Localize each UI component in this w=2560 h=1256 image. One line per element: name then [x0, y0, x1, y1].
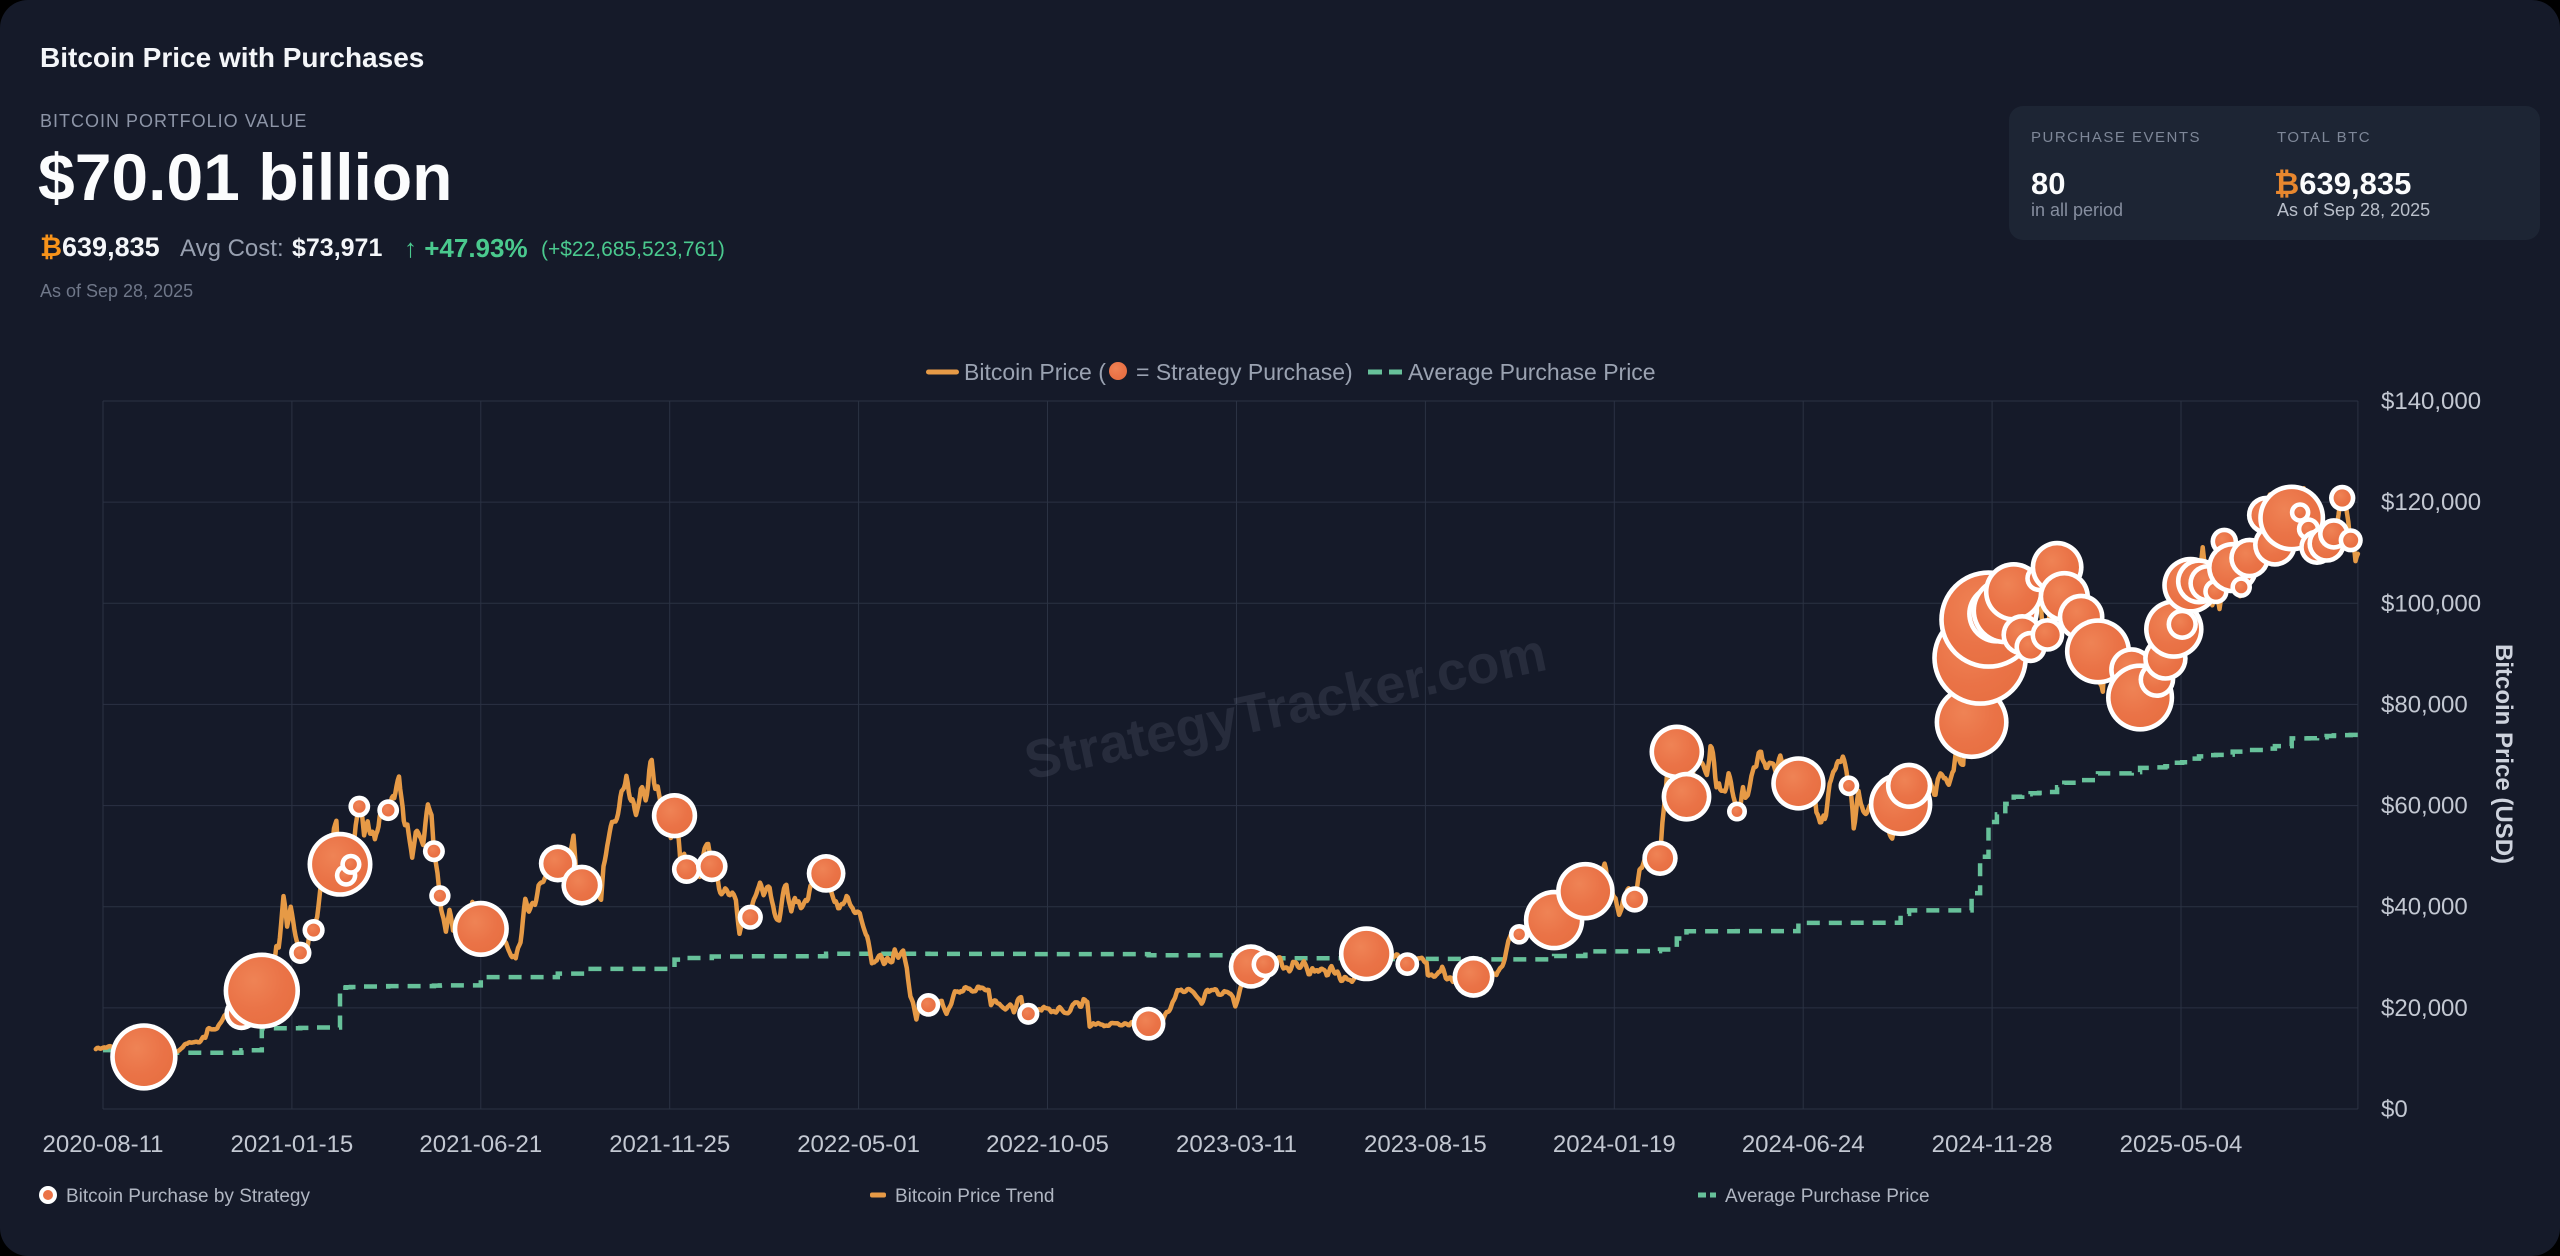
svg-text:2022-10-05: 2022-10-05 [986, 1131, 1109, 1158]
svg-text:$120,000: $120,000 [2381, 489, 2481, 516]
svg-text:Average Purchase Price: Average Purchase Price [1725, 1186, 1930, 1207]
svg-text:2024-11-28: 2024-11-28 [1932, 1131, 2053, 1158]
svg-text:$60,000: $60,000 [2381, 793, 2468, 820]
svg-text:Bitcoin Price Trend: Bitcoin Price Trend [895, 1186, 1054, 1207]
svg-text:2023-03-11: 2023-03-11 [1176, 1131, 1297, 1158]
svg-text:Bitcoin Price (: Bitcoin Price ( [964, 359, 1106, 385]
svg-text:$40,000: $40,000 [2381, 894, 2468, 921]
svg-text:= Strategy Purchase): = Strategy Purchase) [1136, 359, 1353, 385]
svg-text:Average Purchase Price: Average Purchase Price [1408, 359, 1656, 385]
svg-text:2023-08-15: 2023-08-15 [1364, 1131, 1487, 1158]
svg-text:2021-11-25: 2021-11-25 [609, 1131, 730, 1158]
svg-text:2024-01-19: 2024-01-19 [1553, 1131, 1676, 1158]
svg-text:Bitcoin Price (USD): Bitcoin Price (USD) [2490, 644, 2517, 864]
svg-text:2021-06-21: 2021-06-21 [419, 1131, 542, 1158]
svg-text:$80,000: $80,000 [2381, 691, 2468, 718]
svg-text:StrategyTracker.com: StrategyTracker.com [1019, 622, 1551, 791]
svg-text:2022-05-01: 2022-05-01 [797, 1131, 920, 1158]
svg-text:$140,000: $140,000 [2381, 388, 2481, 415]
svg-text:$100,000: $100,000 [2381, 590, 2481, 617]
svg-text:$20,000: $20,000 [2381, 995, 2468, 1022]
svg-text:Bitcoin Purchase by Strategy: Bitcoin Purchase by Strategy [66, 1186, 310, 1207]
svg-text:$0: $0 [2381, 1096, 2408, 1123]
svg-text:2024-06-24: 2024-06-24 [1742, 1131, 1865, 1158]
svg-text:2021-01-15: 2021-01-15 [231, 1131, 354, 1158]
svg-text:2020-08-11: 2020-08-11 [43, 1131, 164, 1158]
svg-text:2025-05-04: 2025-05-04 [2120, 1131, 2243, 1158]
